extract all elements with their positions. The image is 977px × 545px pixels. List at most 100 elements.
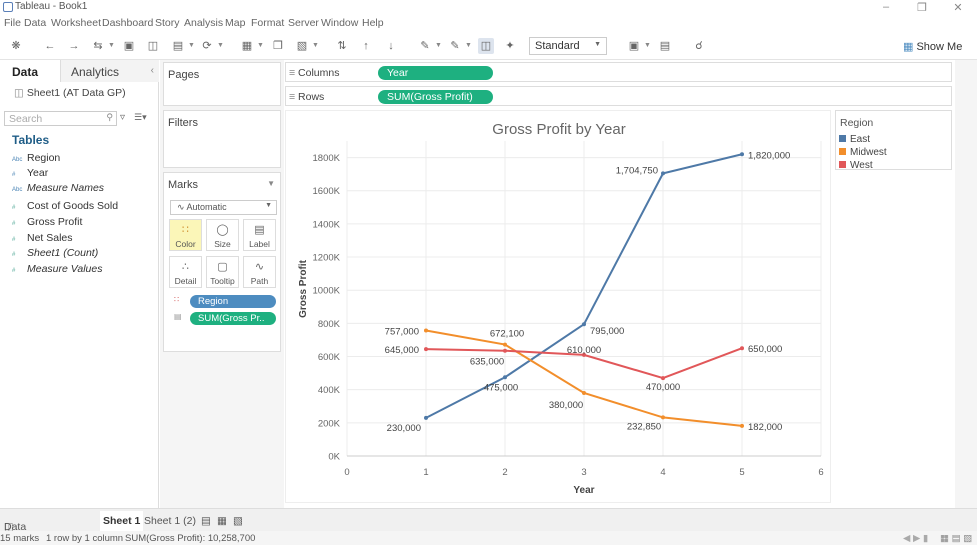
- data-point-east[interactable]: [424, 415, 428, 420]
- sort-descending-icon[interactable]: ↓: [388, 40, 394, 52]
- datasource-name[interactable]: ◫ Sheet1 (AT Data GP): [14, 87, 126, 99]
- chevron-down-icon[interactable]: ▼: [267, 179, 275, 188]
- data-point-west[interactable]: [424, 347, 428, 352]
- color-button[interactable]: ∷ Color: [169, 219, 202, 251]
- menu-story[interactable]: Story: [155, 17, 180, 29]
- data-point-midwest[interactable]: [503, 342, 507, 347]
- label-button[interactable]: ▤ Label: [243, 219, 276, 251]
- data-point-midwest[interactable]: [582, 391, 586, 395]
- view-options-icon[interactable]: ☰▾: [134, 112, 147, 122]
- new-sheet-icon[interactable]: ▦: [241, 40, 253, 52]
- path-button[interactable]: ∿ Path: [243, 256, 276, 288]
- replay-dropdown-icon[interactable]: ▼: [108, 42, 115, 49]
- field-net-sales[interactable]: # Net Sales: [12, 232, 73, 244]
- columns-shelf[interactable]: ≡ Columns Year: [285, 62, 952, 82]
- menu-worksheet[interactable]: Worksheet: [51, 17, 101, 29]
- undo-icon[interactable]: ←: [44, 40, 56, 52]
- menu-server[interactable]: Server: [288, 17, 319, 29]
- menu-analysis[interactable]: Analysis: [184, 17, 224, 29]
- legend-item-east[interactable]: East: [839, 134, 870, 145]
- size-button[interactable]: ◯ Size: [206, 219, 239, 251]
- data-point-west[interactable]: [661, 376, 665, 381]
- new-worksheet-tab-icon[interactable]: ▤: [201, 515, 211, 527]
- filters-card[interactable]: Filters: [163, 110, 281, 168]
- menu-window[interactable]: Window: [321, 17, 359, 29]
- minimize-icon[interactable]: –: [882, 1, 890, 13]
- new-worksheet-icon[interactable]: ▤: [172, 40, 184, 52]
- duplicate-icon[interactable]: ❐: [273, 40, 283, 52]
- show-me-button[interactable]: ▦ Show Me: [903, 40, 962, 53]
- new-worksheet-dropdown-icon[interactable]: ▼: [188, 42, 195, 49]
- field-sheet1-count[interactable]: # Sheet1 (Count): [12, 247, 99, 259]
- line-chart[interactable]: Gross Profit by Year 0K 200K 400K 600K 800K 1…: [286, 111, 832, 504]
- tab-sheet-1[interactable]: Sheet 1: [100, 511, 144, 532]
- clear-dropdown-icon[interactable]: ▼: [312, 42, 319, 49]
- field-measure-values[interactable]: # Measure Values: [12, 263, 103, 275]
- field-measure-names[interactable]: Abc Measure Names: [12, 182, 105, 194]
- data-point-east[interactable]: [740, 152, 744, 157]
- data-point-east[interactable]: [503, 375, 507, 380]
- data-point-west[interactable]: [740, 346, 744, 351]
- refresh-dropdown-icon[interactable]: ▼: [217, 42, 224, 49]
- swap-icon[interactable]: ⇅: [337, 40, 347, 52]
- menu-format[interactable]: Format: [251, 17, 285, 29]
- share-icon[interactable]: ☌: [695, 40, 703, 52]
- field-gross-profit[interactable]: # Gross Profit: [12, 216, 83, 228]
- tab-data[interactable]: Data: [0, 60, 60, 82]
- new-story-tab-icon[interactable]: ▧: [233, 515, 243, 527]
- new-dashboard-tab-icon[interactable]: ▦: [217, 515, 227, 527]
- tab-sheet-1-2[interactable]: Sheet 1 (2): [144, 515, 196, 527]
- columns-pill-year[interactable]: Year: [378, 66, 493, 80]
- mark-type-select[interactable]: ∿ Automatic ▼: [170, 200, 277, 215]
- show-labels-icon[interactable]: ◫: [478, 38, 494, 54]
- detail-button[interactable]: ∴ Detail: [169, 256, 202, 288]
- presentation-icon[interactable]: ▤: [659, 40, 671, 52]
- collapse-pane-icon[interactable]: ‹: [150, 65, 154, 76]
- highlight-dropdown-icon[interactable]: ▼: [435, 42, 442, 49]
- data-point-west[interactable]: [503, 348, 507, 353]
- menu-help[interactable]: Help: [362, 17, 384, 29]
- region-mark-pill[interactable]: Region: [190, 295, 276, 308]
- pages-card[interactable]: Pages: [163, 62, 281, 106]
- replay-icon[interactable]: ⇆: [93, 40, 103, 52]
- pin-icon[interactable]: ✦: [505, 40, 515, 52]
- highlight-icon[interactable]: ✎: [420, 40, 430, 52]
- menu-file[interactable]: File: [4, 17, 21, 29]
- tab-analytics[interactable]: Analytics ‹: [60, 60, 159, 82]
- refresh-icon[interactable]: ⟳: [202, 40, 212, 52]
- menu-dashboard[interactable]: Dashboard: [102, 17, 154, 29]
- menu-data[interactable]: Data: [24, 17, 47, 29]
- data-point-east[interactable]: [582, 322, 586, 327]
- tableau-home-icon[interactable]: ❋: [11, 40, 21, 52]
- sheet-navigation-icon[interactable]: ◀ ▶ ▮: [903, 533, 929, 544]
- field-year[interactable]: # Year: [12, 167, 49, 179]
- data-point-west[interactable]: [582, 352, 586, 357]
- legend-item-midwest[interactable]: Midwest: [839, 147, 887, 158]
- view-mode-icon[interactable]: ▦ ▤ ▧: [940, 533, 973, 544]
- clear-sheet-icon[interactable]: ▧: [296, 40, 308, 52]
- save-icon[interactable]: ▣: [123, 40, 135, 52]
- field-search-input[interactable]: Search ⚲: [4, 111, 117, 126]
- tooltip-button[interactable]: ▢ Tooltip: [206, 256, 239, 288]
- filter-icon[interactable]: ▿: [120, 112, 126, 123]
- field-cost-of-goods-sold[interactable]: # Cost of Goods Sold: [12, 200, 119, 212]
- data-point-midwest[interactable]: [661, 415, 665, 420]
- new-datasource-icon[interactable]: ◫: [147, 40, 159, 52]
- fit-dropdown[interactable]: Standard ▼: [529, 37, 607, 55]
- data-point-midwest[interactable]: [740, 423, 744, 428]
- close-icon[interactable]: ✕: [953, 2, 963, 14]
- show-cards-dropdown-icon[interactable]: ▼: [644, 42, 651, 49]
- data-point-midwest[interactable]: [424, 328, 428, 333]
- menu-map[interactable]: Map: [225, 17, 246, 29]
- redo-icon[interactable]: →: [68, 40, 80, 52]
- gross-profit-mark-pill[interactable]: SUM(Gross Pr..: [190, 312, 276, 325]
- group-icon[interactable]: ✎: [450, 40, 460, 52]
- data-point-east[interactable]: [661, 171, 665, 176]
- sort-ascending-icon[interactable]: ↑: [363, 40, 369, 52]
- rows-shelf[interactable]: ≡ Rows SUM(Gross Profit): [285, 86, 952, 106]
- maximize-icon[interactable]: ❐: [917, 2, 927, 14]
- rows-pill-gross-profit[interactable]: SUM(Gross Profit): [378, 90, 493, 104]
- field-region[interactable]: Abc Region: [12, 152, 61, 164]
- new-sheet-dropdown-icon[interactable]: ▼: [257, 42, 264, 49]
- show-cards-icon[interactable]: ▣: [628, 40, 640, 52]
